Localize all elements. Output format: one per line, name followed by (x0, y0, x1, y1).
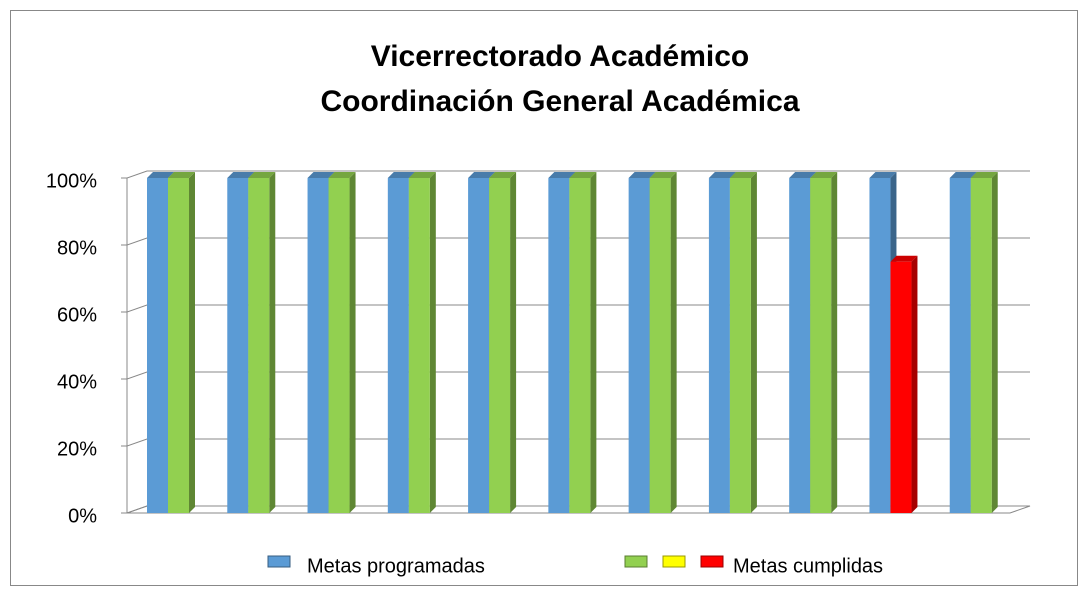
bar-top (729, 172, 757, 178)
bar-top (408, 172, 436, 178)
bar (328, 172, 356, 513)
bar-top (168, 172, 195, 178)
bar-top (708, 172, 736, 178)
bar-front (890, 261, 912, 513)
bar-front (387, 178, 409, 513)
bar-side (429, 172, 436, 513)
bar-top (548, 172, 576, 178)
bar (248, 172, 276, 513)
bar-side (269, 172, 276, 513)
legend-swatch (624, 555, 648, 568)
y-tick-label: 80% (57, 237, 97, 259)
bar-front (328, 178, 350, 513)
bar (649, 172, 677, 513)
bar-top (628, 172, 656, 178)
bar (970, 172, 998, 513)
y-tick-label: 40% (57, 371, 97, 393)
bar-top (970, 172, 998, 178)
bar (569, 172, 597, 513)
bar-top (949, 172, 977, 178)
bar-front (569, 178, 591, 513)
bar-front (949, 178, 971, 513)
bar-front (307, 178, 329, 513)
bar-top (328, 172, 356, 178)
bar-front (489, 178, 511, 513)
legend-swatch (267, 555, 291, 568)
chart-title: Coordinación General Académica (320, 85, 799, 118)
legend-label: Metas cumplidas (733, 555, 883, 577)
y-tick-label: 60% (57, 304, 97, 326)
bar-front (248, 178, 270, 513)
bar-top (810, 172, 838, 178)
bar-front (227, 178, 249, 513)
bar-front (789, 178, 811, 513)
bar-side (590, 172, 597, 513)
bar-front (869, 178, 891, 513)
bar-side (510, 172, 517, 513)
bar-side (189, 172, 195, 513)
bar-side (670, 172, 677, 513)
chart-title: Vicerrectorado Académico (371, 40, 750, 73)
bar-side (911, 255, 918, 513)
bar-side (991, 172, 998, 513)
bar-top (489, 172, 517, 178)
bar-top (468, 172, 496, 178)
legend-swatch (662, 555, 686, 568)
bar (810, 172, 838, 513)
bar-front (810, 178, 832, 513)
bar-top (248, 172, 276, 178)
bar-front (408, 178, 430, 513)
bar-front (468, 178, 490, 513)
bar-front (649, 178, 671, 513)
bar-top (649, 172, 677, 178)
bar (489, 172, 517, 513)
bar-side (831, 172, 838, 513)
bar (729, 172, 757, 513)
bar-top (869, 172, 897, 178)
bar-front (168, 178, 189, 513)
y-tick-label: 20% (57, 438, 97, 460)
bar-side (349, 172, 356, 513)
bar-top (147, 172, 174, 178)
bar-top (307, 172, 335, 178)
y-tick-label: 0% (68, 505, 97, 527)
bar-top (227, 172, 255, 178)
bar (168, 172, 195, 513)
bar-front (729, 178, 751, 513)
bar (408, 172, 436, 513)
legend-swatch (700, 555, 724, 568)
legend-label: Metas programadas (307, 555, 485, 577)
bar-front (147, 178, 168, 513)
bar-front (548, 178, 570, 513)
bar-top (387, 172, 415, 178)
bar-top (890, 255, 918, 262)
bar-front (970, 178, 992, 513)
bar (890, 255, 918, 513)
bar-front (628, 178, 650, 513)
y-tick-label: 100% (46, 170, 97, 192)
grid-line (126, 170, 1030, 179)
bar-front (708, 178, 730, 513)
bar-top (569, 172, 597, 178)
bar-top (789, 172, 817, 178)
bar-side (750, 172, 757, 513)
